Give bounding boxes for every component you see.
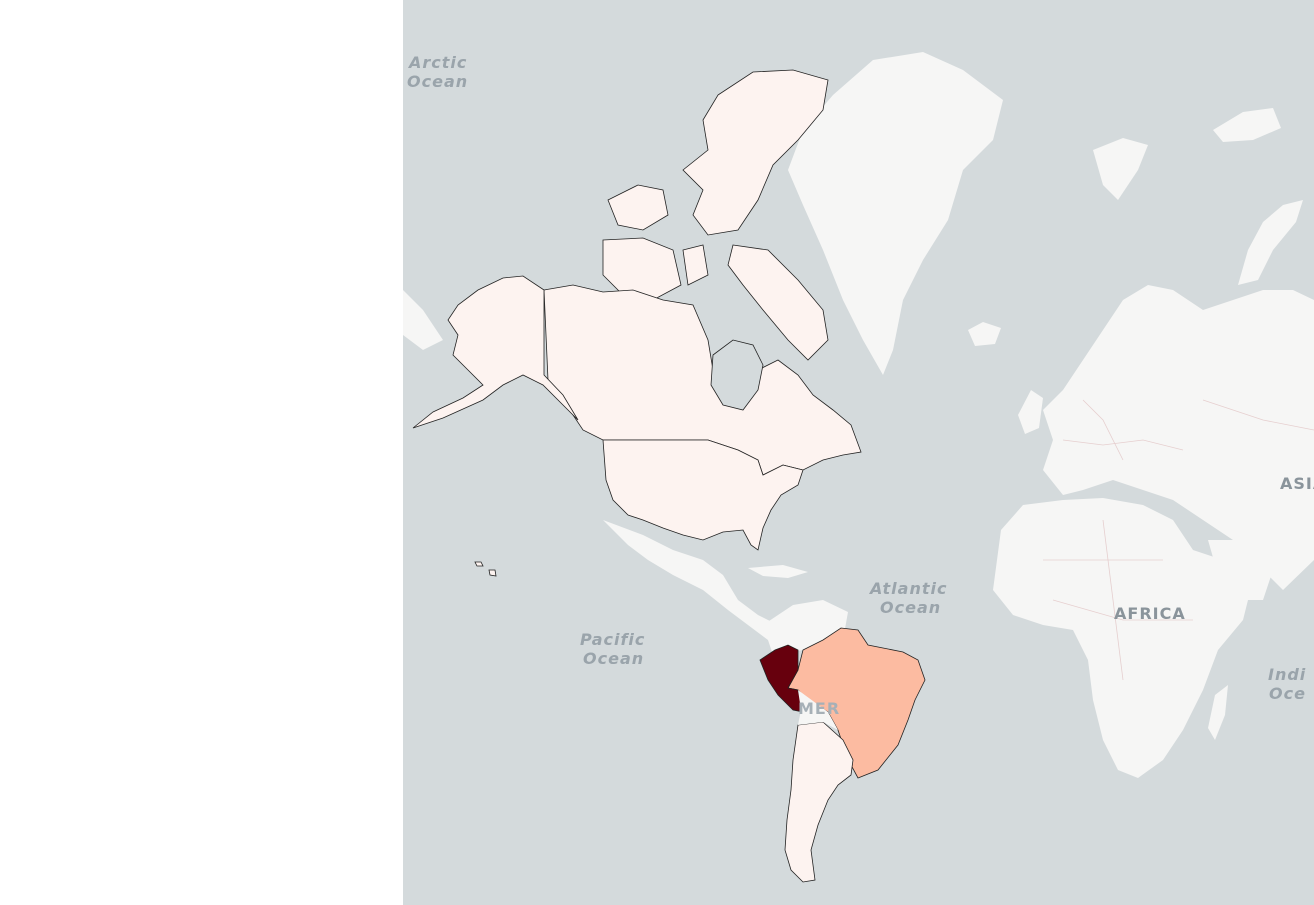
arctic-ocean-label-line2: Ocean — [407, 72, 468, 91]
europe-border-1 — [1062, 439, 1184, 451]
northern-south-america-belt[interactable] — [798, 690, 838, 730]
europe-border-2 — [1082, 399, 1124, 461]
greenland-land — [788, 52, 1003, 375]
basemap-borders — [1043, 399, 1314, 681]
map-canvas[interactable]: Arctic Ocean Atlantic Ocean Pacific Ocea… — [403, 0, 1314, 905]
canada-arctic-islands-2[interactable] — [607, 184, 669, 231]
hawaii-big-island[interactable] — [488, 569, 497, 577]
kamchatka-fragment-land — [403, 290, 443, 350]
asia-label: ASIA — [1280, 474, 1314, 493]
banks-island[interactable] — [682, 244, 709, 286]
canada-arctic-islands[interactable] — [682, 69, 829, 236]
pacific-ocean-label-line2: Ocean — [583, 649, 644, 668]
british-isles-land — [1018, 390, 1043, 434]
pacific-ocean-label-line1: Pacific — [580, 630, 645, 649]
hawaii[interactable] — [474, 561, 484, 567]
eurasia-land — [1043, 285, 1314, 590]
africa-border-2 — [1102, 519, 1124, 681]
choropleth-layer — [412, 69, 926, 883]
mexico-central-america-land — [603, 520, 793, 650]
peru[interactable] — [759, 644, 804, 713]
africa-border-3 — [1052, 599, 1193, 621]
atlantic-ocean-label-line1: Atlantic — [868, 579, 947, 598]
victoria-island[interactable] — [602, 237, 682, 301]
south-america-label-fragment: MER — [798, 699, 840, 718]
africa-label: AFRICA — [1114, 604, 1186, 623]
baffin-island[interactable] — [727, 244, 829, 361]
basemap-land — [403, 52, 1314, 778]
alaska[interactable] — [412, 275, 579, 429]
madagascar-land — [1208, 685, 1228, 740]
hudson-bay — [710, 339, 764, 411]
arabia-land — [1208, 540, 1273, 600]
ocean-labels: Arctic Ocean Atlantic Ocean Pacific Ocea… — [407, 53, 1306, 703]
africa-land — [993, 498, 1253, 778]
continent-labels: AFRICA ASIA MER — [798, 474, 1314, 718]
blank-side-panel — [0, 0, 403, 905]
asia-border-1 — [1202, 399, 1314, 431]
svalbard-land — [1093, 138, 1148, 200]
caribbean-islands-land — [748, 565, 808, 578]
atlantic-ocean-label-line2: Ocean — [880, 598, 941, 617]
franz-josef-land — [1213, 108, 1281, 142]
indian-ocean-label-line2: Oce — [1269, 684, 1306, 703]
arctic-ocean-label-line1: Arctic — [407, 53, 467, 72]
southern-south-america[interactable] — [784, 721, 854, 883]
indian-ocean-label-line1: Indi — [1268, 665, 1306, 684]
choropleth-map[interactable]: Arctic Ocean Atlantic Ocean Pacific Ocea… — [403, 0, 1314, 905]
novaya-zemlya-land — [1238, 200, 1303, 285]
usa-contiguous[interactable] — [602, 439, 804, 551]
iceland-land — [968, 322, 1001, 346]
